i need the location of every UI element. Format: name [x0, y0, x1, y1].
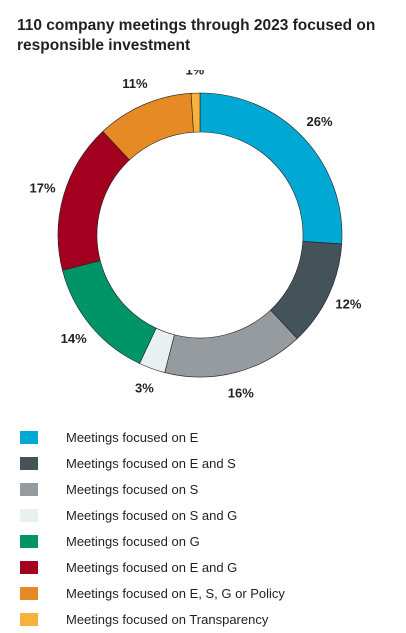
slice-label-meetings-focused-on-e: 26%: [307, 114, 333, 129]
donut-slice-meetings-focused-on-transparency: [190, 92, 201, 133]
legend-label: Meetings focused on E and G: [66, 559, 238, 575]
legend-item-meetings-focused-on-e-and-s: Meetings focused on E and S: [20, 450, 390, 476]
donut-svg: 26% 12% 16% 3% 14% 17% 11% 1%: [29, 70, 361, 400]
legend-item-meetings-focused-on-g: Meetings focused on G: [20, 528, 390, 554]
donut-slice-meetings-focused-on-e-and-g: [57, 131, 130, 271]
legend-label: Meetings focused on S: [66, 481, 199, 497]
chart-legend: Meetings focused on E Meetings focused on…: [20, 424, 390, 632]
slice-label-meetings-focused-on-e-and-s: 12%: [335, 296, 361, 311]
slice-label-meetings-focused-on-s-and-g: 3%: [135, 381, 154, 396]
slice-label-meetings-focused-on-s: 16%: [228, 385, 254, 400]
donut-slices: [57, 92, 343, 378]
slice-label-meetings-focused-on-e-s-g-or-policy: 11%: [122, 76, 148, 91]
legend-label: Meetings focused on G: [66, 533, 200, 549]
legend-item-meetings-focused-on-e: Meetings focused on E: [20, 424, 390, 450]
slice-label-meetings-focused-on-e-and-g: 17%: [29, 181, 55, 196]
donut-slice-meetings-focused-on-s: [164, 309, 298, 378]
slice-label-meetings-focused-on-transparency: 1%: [185, 70, 204, 78]
legend-swatch: [20, 430, 38, 444]
legend-label: Meetings focused on S and G: [66, 507, 238, 523]
legend-swatch: [20, 586, 38, 600]
donut-slice-meetings-focused-on-g: [62, 260, 157, 364]
legend-swatch: [20, 534, 38, 548]
donut-labels: 26% 12% 16% 3% 14% 17% 11% 1%: [29, 70, 361, 400]
legend-swatch: [20, 612, 38, 626]
legend-label: Meetings focused on Transparency: [66, 611, 269, 627]
legend-label: Meetings focused on E and S: [66, 455, 236, 471]
legend-swatch: [20, 560, 38, 574]
donut-chart: 26% 12% 16% 3% 14% 17% 11% 1%: [0, 70, 406, 410]
legend-swatch: [20, 456, 38, 470]
legend-item-meetings-focused-on-e-s-g-or-policy: Meetings focused on E, S, G or Policy: [20, 580, 390, 606]
legend-item-meetings-focused-on-s-and-g: Meetings focused on S and G: [20, 502, 390, 528]
legend-item-meetings-focused-on-e-and-g: Meetings focused on E and G: [20, 554, 390, 580]
legend-item-meetings-focused-on-transparency: Meetings focused on Transparency: [20, 606, 390, 632]
legend-swatch: [20, 508, 38, 522]
legend-label: Meetings focused on E: [66, 429, 199, 445]
chart-title: 110 company meetings through 2023 focuse…: [17, 17, 376, 54]
legend-swatch: [20, 482, 38, 496]
slice-label-meetings-focused-on-g: 14%: [61, 331, 87, 346]
legend-label: Meetings focused on E, S, G or Policy: [66, 585, 285, 601]
legend-item-meetings-focused-on-s: Meetings focused on S: [20, 476, 390, 502]
